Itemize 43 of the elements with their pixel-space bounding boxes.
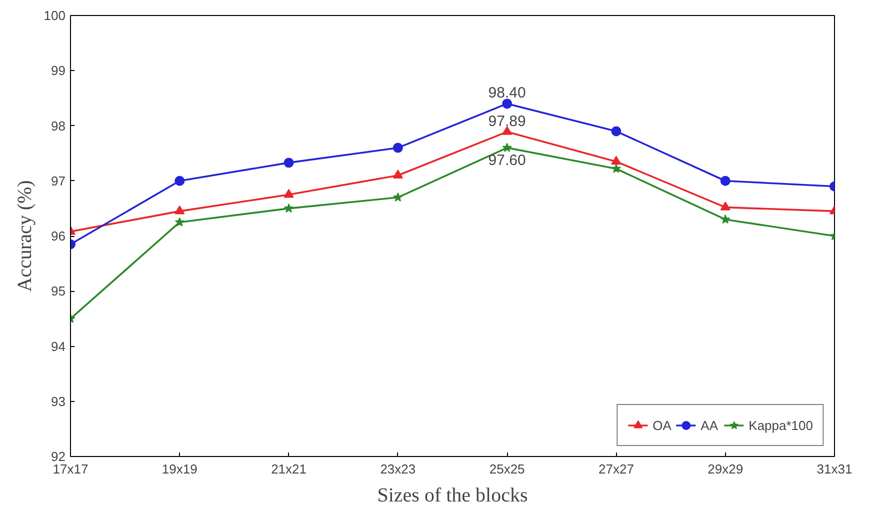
data-label: 97.60 <box>488 152 526 169</box>
y-tick-label: 100 <box>44 8 66 23</box>
point <box>611 164 621 173</box>
point <box>502 142 512 152</box>
point <box>393 192 403 202</box>
point <box>392 142 403 153</box>
y-tick-label: 94 <box>51 338 66 354</box>
point <box>502 98 512 109</box>
point <box>720 176 730 186</box>
legend-label: OA <box>652 418 672 432</box>
y-tick-label: 96 <box>51 228 66 244</box>
legend-label: AA <box>700 418 719 432</box>
x-tick-label: 31x31 <box>816 462 852 476</box>
y-tick-label: 92 <box>51 449 66 464</box>
x-axis-title: Sizes of the blocks <box>377 484 528 506</box>
point <box>720 202 730 210</box>
point <box>284 203 294 213</box>
point <box>611 126 622 136</box>
point <box>284 188 294 198</box>
point <box>174 176 185 186</box>
x-tick-label: 21x21 <box>271 462 306 476</box>
y-axis-title: Accuracy (%) <box>14 180 36 292</box>
y-tick-label: 99 <box>51 63 66 78</box>
x-tick-label: 29x29 <box>708 462 744 476</box>
data-label: 98.40 <box>488 84 526 102</box>
y-tick-label: 95 <box>51 284 66 299</box>
point <box>611 156 622 165</box>
point <box>392 170 403 178</box>
x-tick-label: 17x17 <box>52 462 88 476</box>
data-label: 97.89 <box>488 112 526 130</box>
point <box>174 217 184 226</box>
point <box>720 214 730 224</box>
x-tick-label: 19x19 <box>162 462 198 476</box>
legend-label: Kappa*100 <box>748 418 813 432</box>
y-tick-label: 98 <box>51 118 66 134</box>
y-tick-label: 93 <box>51 394 66 409</box>
x-tick-label: 27x27 <box>598 462 634 476</box>
y-tick-label: 97 <box>51 173 66 188</box>
point <box>502 126 512 135</box>
point <box>174 206 185 214</box>
x-tick-label: 23x23 <box>380 462 416 476</box>
x-tick-label: 25x25 <box>489 462 525 476</box>
point <box>284 158 294 168</box>
